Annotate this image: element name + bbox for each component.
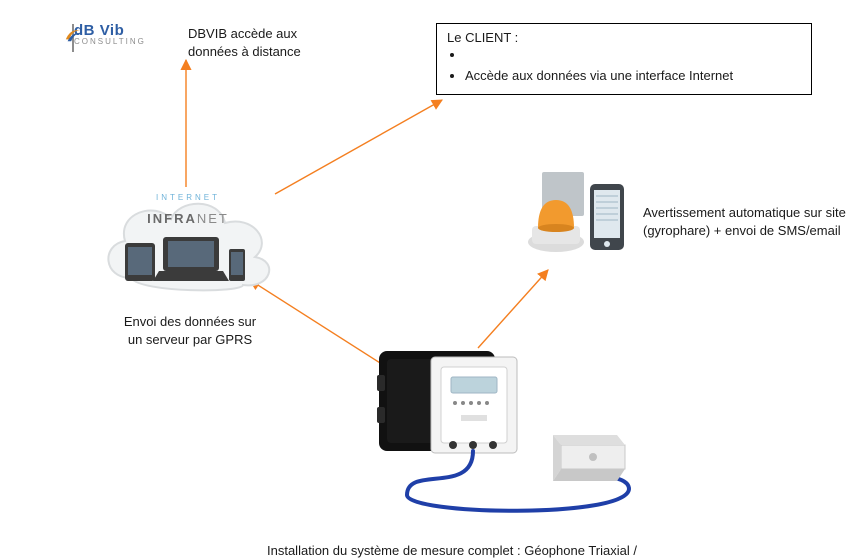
swoosh-icon <box>64 25 82 43</box>
dbvib-logo: dB Vib CONSULTING <box>74 22 174 46</box>
arrow-cloud-to-clientbox <box>275 100 442 194</box>
alert-caption: Avertissement automatique sur site (gyro… <box>643 204 846 239</box>
client-bullet-1 <box>465 47 801 62</box>
cloud-devices-icon <box>123 231 253 286</box>
cloud-caption: Envoi des données sur un serveur par GPR… <box>110 313 270 348</box>
alert-device <box>520 170 630 265</box>
dbvib-access-text: DBVIB accède aux données à distance <box>188 25 301 60</box>
infranet-cloud: INTERNET INFRANET <box>93 183 283 303</box>
logo-subtitle: CONSULTING <box>74 37 174 46</box>
measurement-system <box>377 345 657 515</box>
measurement-system-icon <box>377 345 657 515</box>
alert-device-icon <box>520 170 630 265</box>
cloud-label-infranet: INFRANET <box>93 211 283 226</box>
client-box-title: Le CLIENT : <box>447 30 801 45</box>
cloud-label-internet: INTERNET <box>93 193 283 202</box>
arrow-measure-to-alert <box>478 270 548 348</box>
client-bullet-2: Accède aux données via une interface Int… <box>465 68 801 83</box>
bottom-caption: Installation du système de mesure comple… <box>267 542 637 559</box>
client-box: Le CLIENT : Accède aux données via une i… <box>436 23 812 95</box>
